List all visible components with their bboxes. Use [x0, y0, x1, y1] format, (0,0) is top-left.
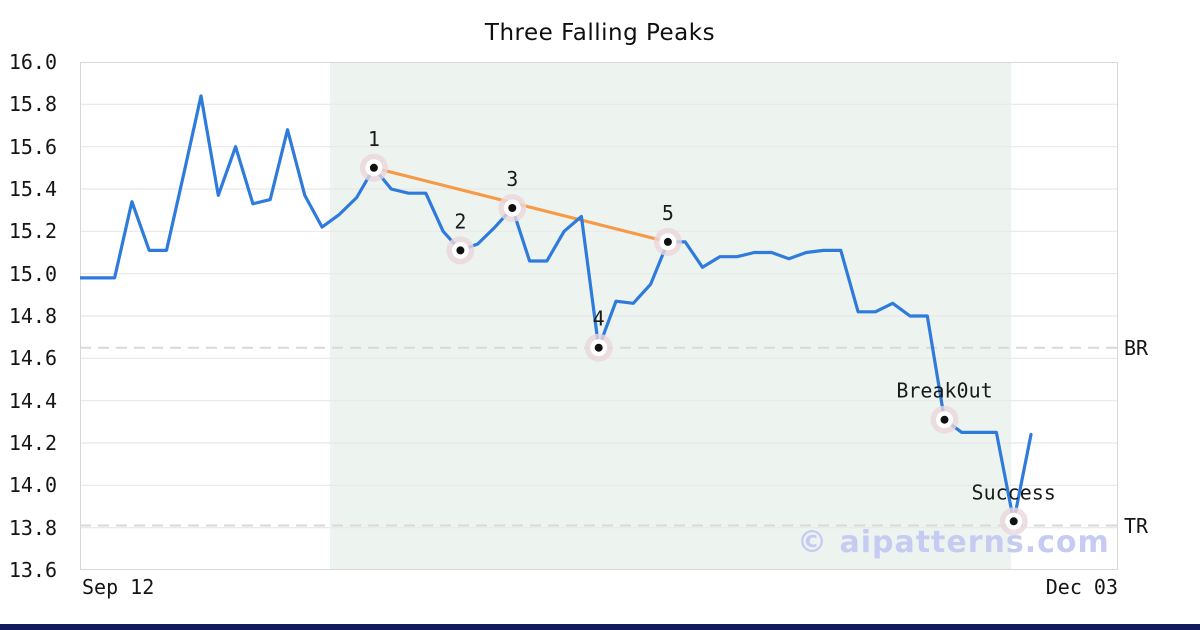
point-label-3: 3 — [506, 167, 518, 191]
marker-dot-5 — [663, 237, 672, 246]
marker-dot-3 — [508, 204, 517, 212]
marker-dot-1 — [369, 163, 378, 172]
marker-dot-break0ut — [940, 415, 949, 424]
marker-dot-4 — [594, 343, 603, 352]
marker-dot-success — [1009, 517, 1018, 526]
bottom-brand-bar — [0, 624, 1200, 630]
price-line — [80, 94, 1033, 523]
chart-title: Three Falling Peaks — [484, 20, 716, 46]
point-label-success: Success — [972, 480, 1056, 504]
plot-area: © aipatterns.com 1 2 3 4 5 Break0ut Success — [80, 62, 1118, 570]
y-tick-label: 13.6 — [8, 558, 57, 582]
point-label-break0ut: Break0ut — [896, 379, 992, 403]
y-tick-label: 14.4 — [8, 388, 57, 413]
point-label-1: 1 — [368, 127, 380, 151]
x-tick-label-start: Sep 12 — [82, 575, 155, 599]
watermark-text: © aipatterns.com — [797, 525, 1110, 560]
marker-dot-2 — [456, 246, 465, 255]
y-tick-label: 16.0 — [8, 50, 57, 74]
y-tick-label: 14.6 — [8, 346, 57, 371]
y-tick-label: 14.0 — [8, 473, 57, 498]
y-tick-label: 13.8 — [8, 515, 57, 540]
y-tick-label: 15.2 — [8, 219, 57, 244]
tr-label: TR — [1124, 513, 1149, 538]
point-label-4: 4 — [593, 307, 605, 331]
point-label-2: 2 — [454, 209, 466, 233]
y-tick-label: 15.8 — [8, 92, 57, 117]
y-tick-label: 15.6 — [8, 134, 57, 159]
y-tick-label: 15.0 — [8, 261, 57, 286]
x-tick-label-end: Dec 03 — [1045, 575, 1118, 599]
point-label-5: 5 — [662, 201, 674, 225]
y-tick-label: 14.2 — [8, 431, 57, 455]
y-tick-label: 14.8 — [8, 304, 57, 328]
y-tick-label: 15.4 — [8, 177, 57, 201]
plot-border — [80, 62, 1118, 570]
br-label: BR — [1124, 335, 1149, 360]
